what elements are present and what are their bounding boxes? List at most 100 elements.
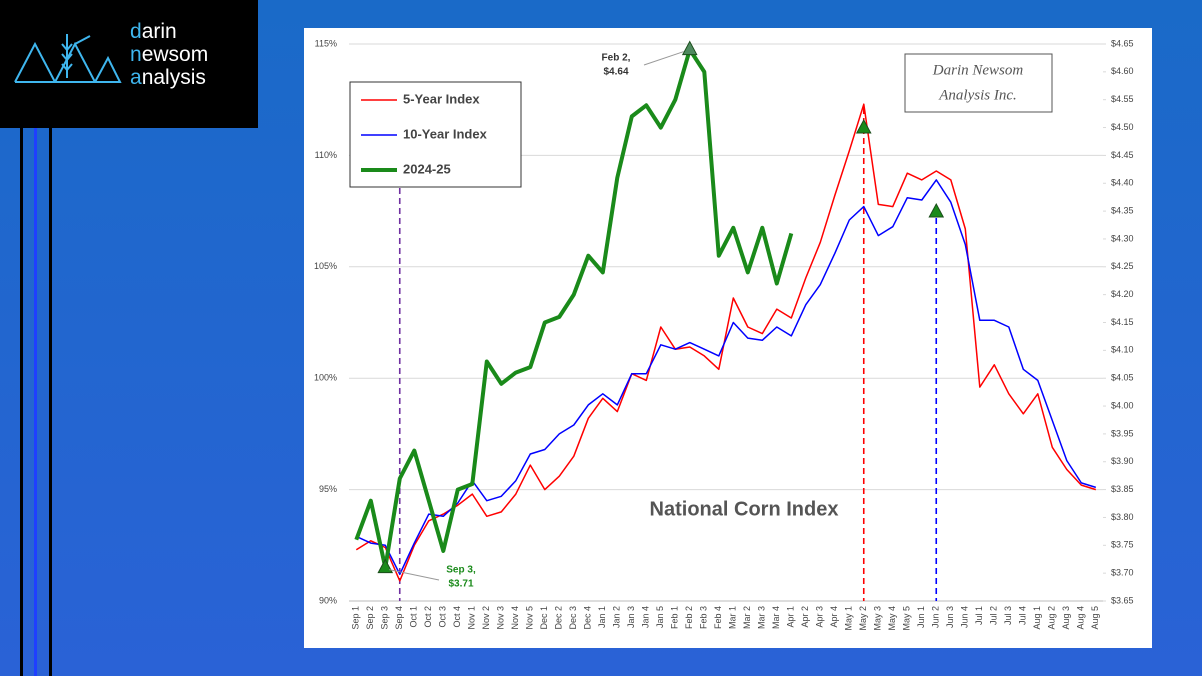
x-tick-label: Dec 3 [568,606,578,630]
y2-tick-label: $4.20 [1111,289,1134,299]
x-tick-label: Nov 4 [510,606,520,630]
x-tick-label: Jan 5 [655,606,665,628]
y-tick-label: 95% [319,484,337,494]
y2-tick-label: $4.40 [1111,178,1134,188]
x-tick-label: Nov 3 [496,606,506,630]
x-tick-label: Nov 5 [525,606,535,630]
x-tick-label: Nov 1 [467,606,477,630]
x-tick-label: Sep 4 [394,606,404,630]
marker [855,118,872,134]
marker [681,40,698,56]
x-tick-label: Aug 2 [1047,606,1057,630]
x-tick-label: Sep 3 [380,606,390,630]
y-tick-label: 90% [319,595,337,605]
x-tick-label: Apr 3 [815,606,825,628]
annotation-leader [389,569,440,581]
annotation: $3.71 [448,579,473,590]
annotation: Sep 3, [446,565,476,576]
decor-bar [20,128,23,676]
annotation-leader [643,51,684,66]
y2-tick-label: $4.15 [1111,317,1134,327]
chart-title: National Corn Index [650,498,839,520]
x-tick-label: Oct 4 [452,606,462,628]
y2-tick-label: $3.75 [1111,540,1134,550]
x-tick-label: Mar 4 [771,606,781,629]
legend: 5-Year Index 10-Year Index 2024-25 [349,81,522,188]
series-line [355,103,1097,582]
x-tick-label: Nov 2 [481,606,491,630]
x-tick-label: Sep 1 [351,606,361,630]
x-tick-label: Aug 5 [1090,606,1100,630]
y2-tick-label: $3.85 [1111,484,1134,494]
logo-line: darin [130,20,177,43]
x-tick-label: Dec 4 [583,606,593,630]
y2-tick-label: $4.35 [1111,205,1134,215]
y-tick-label: 100% [314,373,337,383]
y2-tick-label: $4.45 [1111,150,1134,160]
watermark: Analysis Inc. [938,87,1016,103]
x-tick-label: Jul 2 [989,606,999,625]
x-tick-label: Sep 2 [365,606,375,630]
x-tick-label: Jun 4 [960,606,970,628]
x-tick-label: Dec 2 [554,606,564,630]
logo: darin newsom analysis [0,0,258,128]
y2-tick-label: $3.95 [1111,428,1134,438]
x-tick-label: Apr 1 [786,606,796,628]
legend-label: 5-Year Index [403,91,480,106]
logo-icon [14,34,122,83]
x-tick-label: Jul 4 [1018,606,1028,625]
y2-tick-label: $4.60 [1111,66,1134,76]
legend-label: 10-Year Index [403,126,488,141]
x-tick-label: Feb 2 [684,606,694,629]
y2-tick-label: $4.25 [1111,261,1134,271]
x-tick-label: May 5 [902,606,912,631]
logo-text: darin newsom analysis [130,20,208,89]
x-tick-label: Feb 3 [699,606,709,629]
x-tick-label: Jan 2 [612,606,622,628]
decor-bar [49,128,52,676]
x-tick-label: Jan 3 [626,606,636,628]
x-tick-label: Aug 3 [1061,606,1071,630]
y2-tick-label: $3.70 [1111,568,1134,578]
y2-tick-label: $4.65 [1111,38,1134,48]
watermark-box [904,53,1053,113]
y2-tick-label: $4.00 [1111,400,1134,410]
x-tick-label: Mar 3 [757,606,767,629]
x-tick-label: Jan 1 [597,606,607,628]
chart-card: Darin Newsom Analysis Inc. National Corn… [304,28,1152,648]
x-tick-label: Feb 1 [670,606,680,629]
x-tick-label: Oct 2 [423,606,433,628]
decor-bar [34,128,37,676]
x-tick-label: Dec 1 [539,606,549,630]
legend-label: 2024-25 [403,161,451,176]
y2-tick-label: $3.80 [1111,512,1134,522]
x-tick-label: Mar 2 [742,606,752,629]
x-tick-label: Oct 1 [409,606,419,628]
logo-line: newsom [130,43,209,66]
x-tick-label: May 3 [873,606,883,631]
y2-tick-label: $3.65 [1111,595,1134,605]
logo-line: analysis [130,66,206,89]
y2-tick-label: $4.30 [1111,233,1134,243]
x-tick-label: Jun 1 [916,606,926,628]
x-tick-label: Aug 4 [1076,606,1086,630]
y2-tick-label: $4.50 [1111,122,1134,132]
y2-tick-label: $4.55 [1111,94,1134,104]
series-line [355,179,1097,576]
x-tick-label: Jul 3 [1003,606,1013,625]
x-tick-label: May 1 [844,606,854,631]
series-line [354,47,794,570]
x-tick-label: Mar 1 [728,606,738,629]
watermark: Darin Newsom [932,62,1024,78]
x-tick-label: Oct 3 [438,606,448,628]
y2-tick-label: $3.90 [1111,456,1134,466]
annotation: Feb 2, [602,53,631,64]
x-tick-label: May 4 [887,606,897,631]
annotation: $4.64 [603,67,628,78]
x-tick-label: Jun 3 [945,606,955,628]
x-tick-label: May 2 [858,606,868,631]
y2-tick-label: $4.10 [1111,345,1134,355]
x-tick-label: Apr 2 [800,606,810,628]
y-tick-label: 115% [315,38,337,48]
